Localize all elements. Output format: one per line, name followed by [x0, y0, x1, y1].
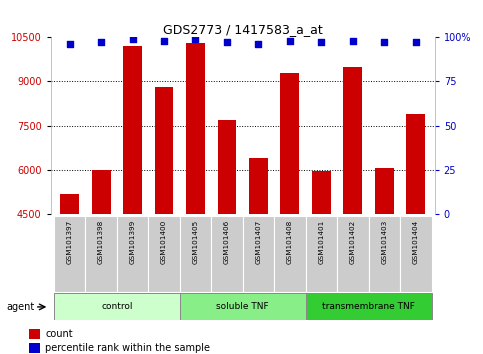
Bar: [406, 114, 425, 214]
Point: [286, 38, 294, 44]
Text: GSM101405: GSM101405: [193, 220, 199, 264]
Point: [255, 41, 262, 47]
Bar: [306, 293, 431, 320]
Bar: [274, 216, 306, 292]
Text: transmembrane TNF: transmembrane TNF: [322, 302, 415, 311]
Text: control: control: [101, 302, 132, 311]
Text: GSM101397: GSM101397: [67, 220, 72, 264]
Bar: [369, 216, 400, 292]
Bar: [337, 216, 369, 292]
Bar: [60, 194, 79, 214]
Point: [66, 41, 73, 47]
Bar: [249, 158, 268, 214]
Text: count: count: [45, 329, 73, 339]
Text: GSM101406: GSM101406: [224, 220, 230, 264]
Bar: [180, 293, 306, 320]
Point: [381, 40, 388, 45]
Bar: [306, 216, 337, 292]
Text: GSM101400: GSM101400: [161, 220, 167, 264]
Bar: [29, 343, 40, 353]
Text: GSM101401: GSM101401: [318, 220, 325, 264]
Point: [317, 40, 325, 45]
Bar: [343, 67, 362, 214]
Point: [128, 36, 136, 42]
Text: soluble TNF: soluble TNF: [216, 302, 269, 311]
Bar: [312, 171, 331, 214]
Bar: [29, 329, 40, 339]
Bar: [54, 293, 180, 320]
Point: [192, 36, 199, 42]
Text: GSM101407: GSM101407: [256, 220, 261, 264]
Text: GSM101402: GSM101402: [350, 220, 356, 264]
Bar: [375, 169, 394, 214]
Bar: [243, 216, 274, 292]
Point: [223, 40, 231, 45]
Bar: [180, 216, 211, 292]
Point: [349, 38, 357, 44]
Bar: [186, 43, 205, 214]
Bar: [155, 87, 173, 214]
Text: GSM101403: GSM101403: [382, 220, 387, 264]
Bar: [85, 216, 117, 292]
Bar: [123, 46, 142, 214]
Bar: [400, 216, 431, 292]
Title: GDS2773 / 1417583_a_at: GDS2773 / 1417583_a_at: [163, 23, 323, 36]
Bar: [54, 216, 85, 292]
Text: GSM101408: GSM101408: [287, 220, 293, 264]
Point: [160, 38, 168, 44]
Bar: [211, 216, 243, 292]
Text: agent: agent: [6, 302, 34, 312]
Bar: [148, 216, 180, 292]
Bar: [117, 216, 148, 292]
Point: [97, 40, 105, 45]
Point: [412, 40, 420, 45]
Bar: [217, 120, 236, 214]
Text: GSM101404: GSM101404: [413, 220, 419, 264]
Bar: [92, 170, 111, 214]
Text: GSM101399: GSM101399: [129, 220, 136, 264]
Text: percentile rank within the sample: percentile rank within the sample: [45, 343, 211, 353]
Text: GSM101398: GSM101398: [98, 220, 104, 264]
Bar: [281, 73, 299, 214]
